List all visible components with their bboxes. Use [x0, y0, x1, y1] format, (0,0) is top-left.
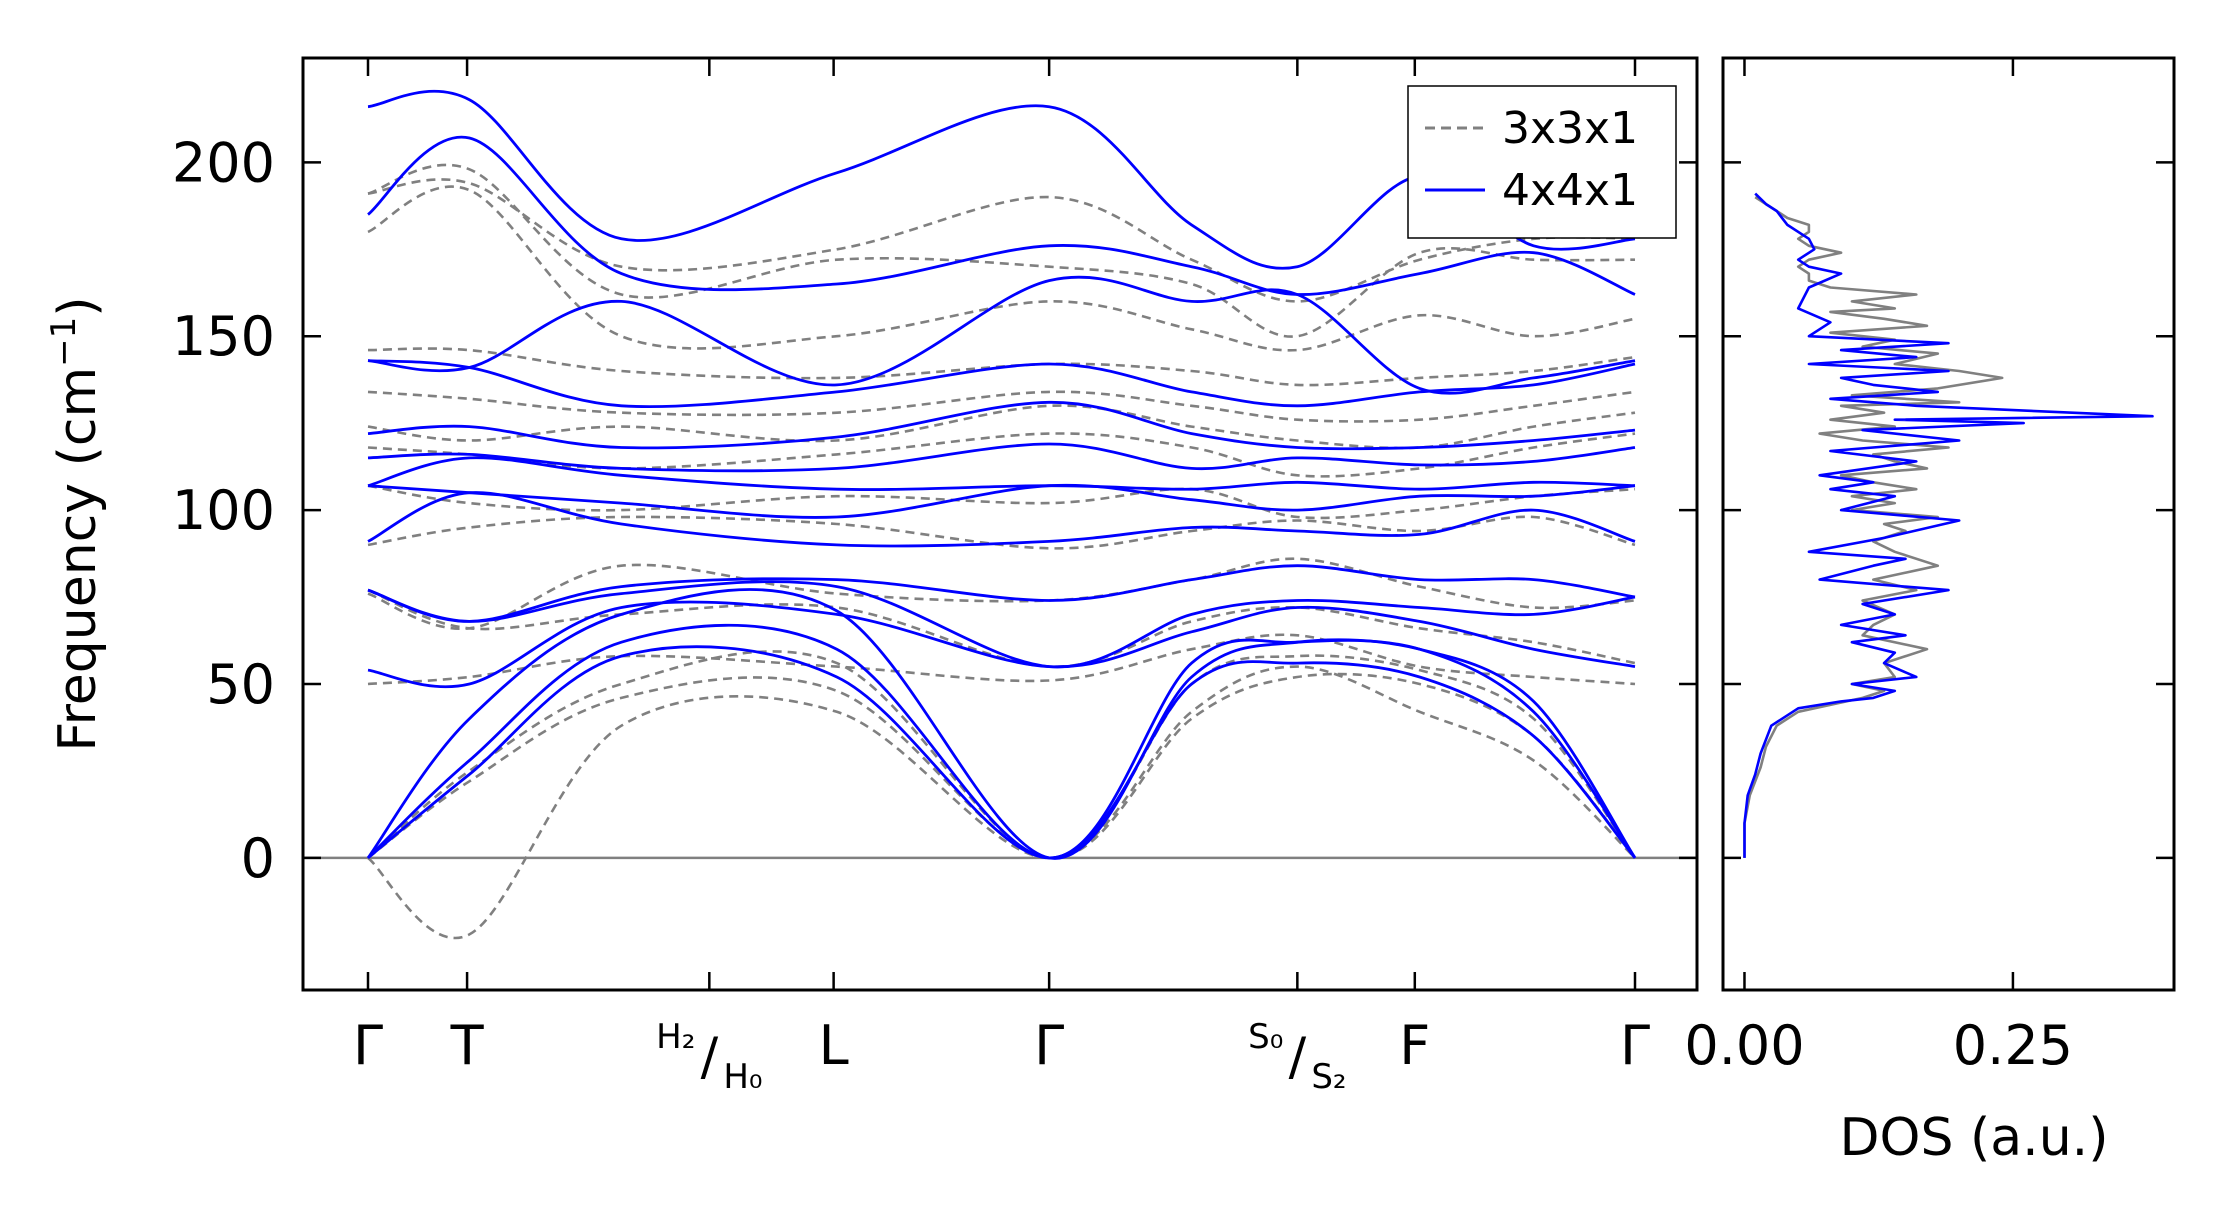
band-line-3x3x1-11 — [367, 390, 1636, 423]
band-line-3x3x1-9 — [367, 432, 1636, 478]
kpoint-label-0: Γ — [353, 1014, 383, 1077]
kpoint-label-3: L — [819, 1014, 849, 1077]
dos-panel: 0.00 0.25 DOS (a.u.) — [1684, 56, 2176, 1168]
y-tick-label-100: 100 — [172, 479, 275, 542]
kpoint-label-5: S₀ / S₂ — [1248, 1017, 1346, 1097]
dos-plot-frame — [1721, 56, 2176, 992]
band-line-3x3x1-15 — [367, 178, 1636, 303]
band-line-3x3x1-10 — [367, 404, 1636, 450]
band-line-4x4x1-3 — [366, 588, 1637, 860]
y-tick-label-0: 0 — [241, 827, 275, 890]
legend-label-4x4x1: 4x4x1 — [1502, 165, 1638, 216]
band-line-3x3x1-14 — [367, 163, 1636, 338]
legend: 3x3x1 4x4x1 — [1407, 85, 1677, 239]
band-y-ticks: 0 50 100 150 200 — [172, 131, 1697, 890]
kpoint-label-sup-2: H₂ — [656, 1017, 695, 1057]
band-line-3x3x1-1 — [367, 665, 1636, 939]
legend-label-3x3x1: 3x3x1 — [1502, 103, 1638, 154]
dos-x-tick-label-0: 0.00 — [1684, 1014, 1804, 1077]
dos-x-axis-title: DOS (a.u.) — [1840, 1108, 2109, 1168]
band-line-4x4x1-9 — [367, 456, 1636, 491]
band-line-4x4x1-13 — [367, 275, 1636, 395]
y-tick-label-200: 200 — [172, 131, 275, 194]
band-line-4x4x1-14 — [367, 135, 1636, 296]
dos-line-3x3x1 — [1743, 196, 2004, 858]
kpoint-label-sup-5: S₀ — [1248, 1017, 1283, 1057]
y-tick-label-150: 150 — [172, 305, 275, 368]
kpoint-label-slash-5: / — [1289, 1027, 1307, 1087]
dos-x-tick-label-1: 0.25 — [1953, 1014, 2073, 1077]
kpoint-label-slash-2: / — [701, 1027, 719, 1087]
band-line-4x4x1-10 — [367, 442, 1636, 473]
band-x-ticks: Γ T H₂ / H₀ L Γ S₀ / S₂ F Γ — [353, 58, 1650, 1097]
y-axis-title: Frequency (cm−1) — [44, 296, 108, 751]
dos-curves — [1743, 192, 2154, 858]
band-line-3x3x1-5 — [367, 588, 1636, 668]
band-line-4x4x1-7 — [367, 491, 1636, 548]
band-line-3x3x1-13 — [367, 185, 1636, 352]
kpoint-label-4: Γ — [1034, 1014, 1064, 1077]
band-line-3x3x1-6 — [367, 557, 1636, 630]
dos-line-4x4x1 — [1743, 192, 2154, 858]
band-line-4x4x1-5 — [367, 580, 1636, 669]
band-line-3x3x1-4 — [367, 633, 1636, 686]
band-line-3x3x1-2 — [367, 672, 1636, 860]
legend-box — [1407, 85, 1677, 239]
bands-4x4x1 — [366, 89, 1637, 860]
kpoint-label-1: T — [450, 1014, 485, 1077]
kpoint-label-sub-2: H₀ — [723, 1057, 762, 1097]
kpoint-label-2: H₂ / H₀ — [656, 1017, 762, 1097]
kpoint-label-sub-5: S₂ — [1311, 1057, 1346, 1097]
dos-x-ticks: 0.00 0.25 — [1684, 58, 2073, 1077]
band-plot-frame — [301, 56, 1699, 992]
y-tick-label-50: 50 — [206, 653, 275, 716]
kpoint-label-7: Γ — [1620, 1014, 1650, 1077]
band-line-3x3x1-3 — [367, 650, 1637, 860]
dos-y-ticks — [1723, 161, 2174, 860]
band-line-4x4x1-6 — [367, 564, 1636, 623]
kpoint-label-6: F — [1399, 1014, 1430, 1077]
band-line-4x4x1-11 — [367, 400, 1636, 451]
band-line-3x3x1-7 — [367, 515, 1636, 550]
band-line-4x4x1-12 — [367, 359, 1636, 409]
band-line-3x3x1-12 — [367, 347, 1636, 387]
band-line-4x4x1-2 — [367, 623, 1637, 860]
